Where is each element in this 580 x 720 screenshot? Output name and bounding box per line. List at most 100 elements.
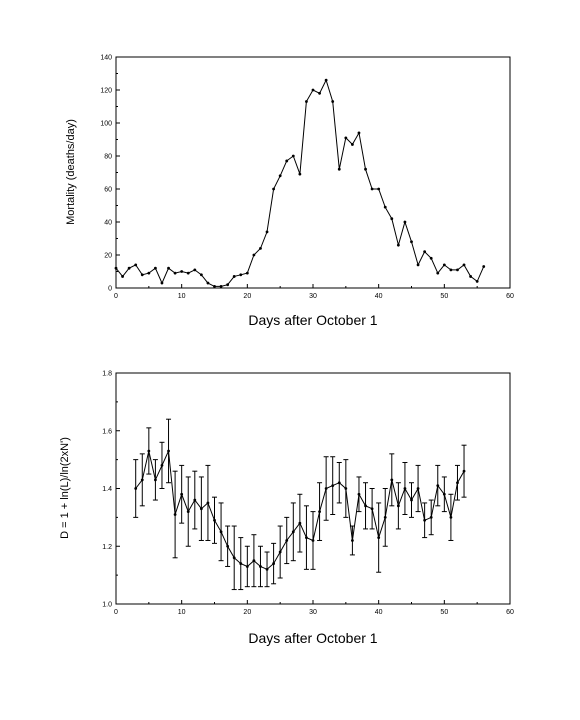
data-point <box>462 469 466 473</box>
data-point <box>180 270 184 273</box>
data-point <box>475 280 479 283</box>
data-point <box>226 283 230 287</box>
y-tick-label: 140 <box>100 55 112 62</box>
x-tick-label: 10 <box>178 609 186 616</box>
data-point <box>396 504 400 508</box>
data-point <box>140 273 144 277</box>
x-tick-label: 0 <box>114 609 118 616</box>
y-tick-label: 0 <box>108 286 112 293</box>
data-point <box>206 281 210 285</box>
x-tick-label: 0 <box>114 293 118 300</box>
data-point <box>370 187 374 191</box>
data-point <box>344 487 348 490</box>
y-tick-label: 20 <box>104 253 112 260</box>
series-line <box>115 78 485 287</box>
data-point <box>278 550 282 554</box>
mortality-x-axis-title: Days after October 1 <box>248 312 377 328</box>
data-point <box>331 100 335 103</box>
data-point <box>193 498 197 502</box>
mortality-y-ticks: 0 20 40 60 80 100 120 140 <box>100 55 120 293</box>
data-point <box>377 187 381 191</box>
data-point <box>364 504 367 508</box>
fractal-dimension-y-ticks: 1.0 1.2 1.4 1.6 1.8 <box>102 371 120 609</box>
data-point <box>364 167 367 171</box>
data-point <box>134 487 138 490</box>
data-point <box>456 268 459 272</box>
data-point <box>410 498 413 502</box>
data-point <box>291 154 295 158</box>
y-tick-label: 120 <box>100 88 112 95</box>
data-point <box>140 478 144 482</box>
x-tick-label: 20 <box>243 293 251 300</box>
data-point <box>298 521 302 525</box>
data-point <box>377 536 381 539</box>
data-point <box>154 266 157 270</box>
y-tick-label: 1.4 <box>102 486 112 493</box>
data-point <box>370 507 374 511</box>
data-point <box>429 256 433 260</box>
x-tick-label: 40 <box>375 609 383 616</box>
data-point <box>252 559 256 563</box>
data-point <box>206 501 210 505</box>
data-point <box>127 266 131 270</box>
data-point <box>265 567 269 571</box>
data-point <box>186 510 190 513</box>
data-point <box>239 562 243 565</box>
data-point <box>213 284 216 288</box>
data-point <box>351 143 354 146</box>
x-tick-label: 20 <box>243 609 251 616</box>
data-point <box>469 275 472 278</box>
data-point <box>167 266 170 270</box>
x-tick-label: 30 <box>309 293 317 300</box>
data-point <box>318 91 321 95</box>
data-point <box>390 217 394 221</box>
data-point <box>442 492 446 496</box>
data-point <box>344 136 348 140</box>
fractal-dimension-chart: 0 10 20 30 40 50 60 1.0 1.2 1.4 1.6 1.8 Days after… <box>59 371 514 647</box>
data-point <box>383 205 387 209</box>
mortality-plot-frame <box>115 56 511 289</box>
data-point <box>331 484 335 488</box>
y-tick-label: 1.2 <box>102 544 112 551</box>
data-point <box>429 515 433 519</box>
data-point <box>259 247 262 250</box>
data-point <box>167 449 170 453</box>
data-point <box>252 253 256 257</box>
data-point <box>390 478 394 482</box>
data-point <box>449 515 453 519</box>
fractal-dimension-x-axis-title: Days after October 1 <box>248 630 377 646</box>
data-point <box>291 530 295 534</box>
data-point <box>114 266 118 270</box>
data-point <box>193 268 197 272</box>
data-point <box>423 250 427 254</box>
data-point <box>416 487 420 490</box>
y-tick-label: 1.0 <box>102 602 112 609</box>
data-point <box>245 271 249 275</box>
data-point <box>298 172 302 176</box>
data-point <box>311 539 315 542</box>
data-point <box>213 518 216 522</box>
y-tick-label: 80 <box>104 154 112 161</box>
data-point <box>357 492 361 496</box>
data-point <box>180 492 184 496</box>
data-point <box>259 565 262 568</box>
mortality-chart: 0 10 20 30 40 50 60 0 20 40 60 80 100 120 140 Days af… <box>65 55 514 329</box>
y-tick-label: 60 <box>104 187 112 194</box>
data-point <box>305 100 308 103</box>
data-point <box>383 515 387 519</box>
data-point <box>423 518 427 522</box>
data-point <box>337 481 341 485</box>
data-point <box>219 284 223 288</box>
y-tick-label: 100 <box>100 121 112 128</box>
data-point <box>311 88 315 92</box>
data-point <box>449 268 453 272</box>
data-point <box>462 263 466 267</box>
x-tick-label: 50 <box>440 609 448 616</box>
data-point <box>199 273 203 277</box>
data-point <box>324 78 328 82</box>
fractal-dimension-x-ticks: 0 10 20 30 40 50 60 <box>114 600 514 616</box>
data-point <box>245 565 249 568</box>
x-tick-label: 60 <box>506 609 514 616</box>
data-point <box>232 275 236 278</box>
